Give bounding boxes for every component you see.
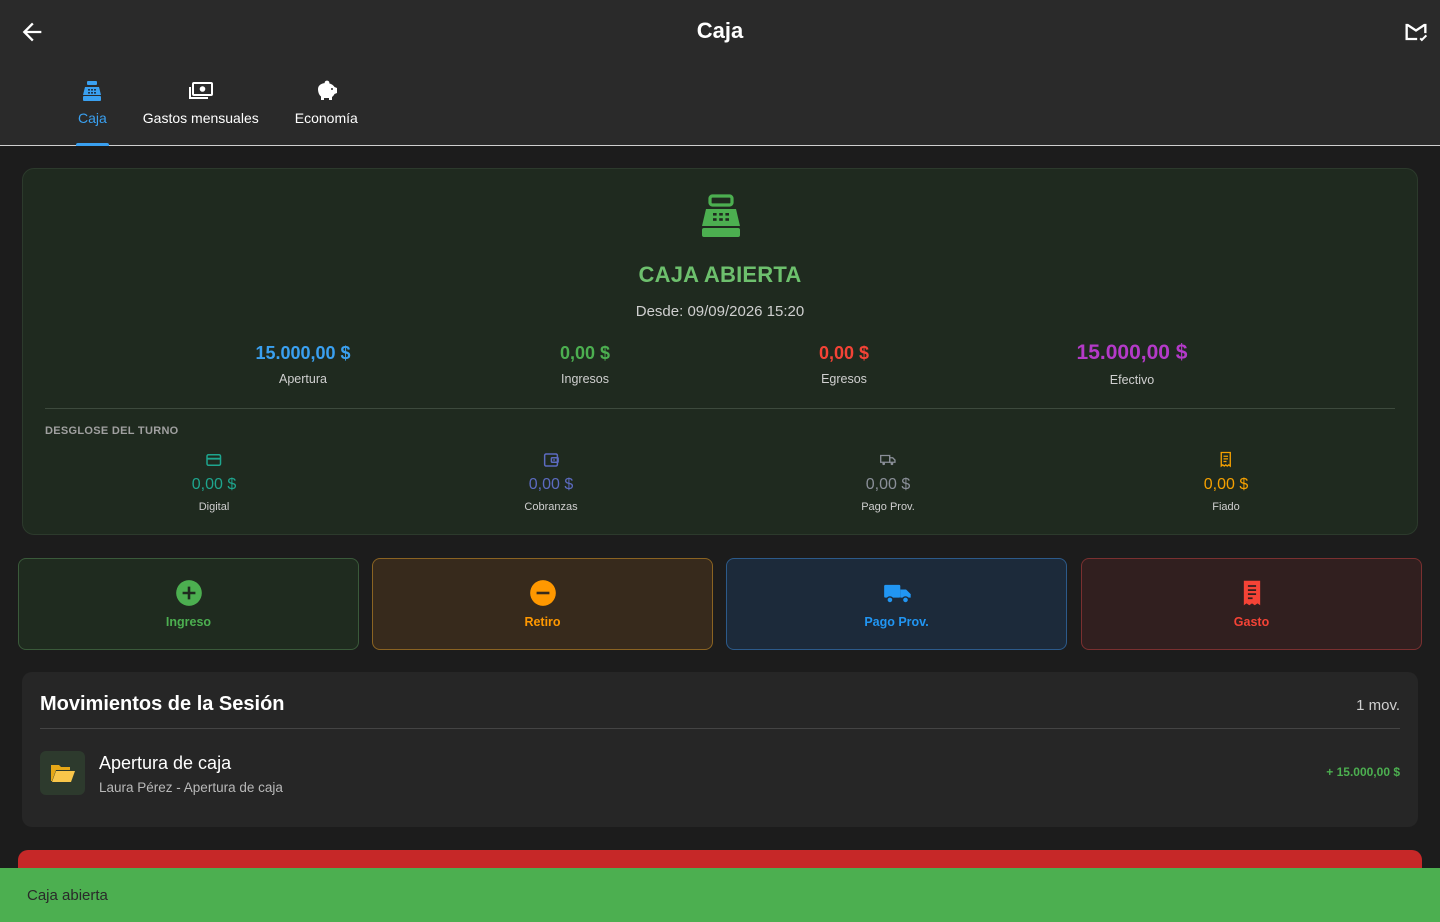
summary-efectivo: 15.000,00 $ Efectivo xyxy=(1077,341,1188,387)
breakdown-label: Fiado xyxy=(1212,501,1240,513)
app-bar: Caja Caja Gastos mensuales Economía xyxy=(0,0,1440,146)
retiro-button[interactable]: Retiro xyxy=(372,558,713,650)
cash-register-icon xyxy=(79,78,105,104)
page-title: Caja xyxy=(696,18,744,43)
plus-circle-icon xyxy=(175,579,203,607)
breakdown-value: 0,00 $ xyxy=(1203,476,1249,493)
summary-label: Egresos xyxy=(821,372,867,386)
summary-apertura: 15.000,00 $ Apertura xyxy=(255,343,350,386)
movement-amount: + 15.000,00 $ xyxy=(1326,765,1400,779)
breakdown-label: Cobranzas xyxy=(524,501,578,513)
summary-value: 15.000,00 $ xyxy=(255,343,351,363)
summary-label: Efectivo xyxy=(1109,373,1155,387)
breakdown-title: DESGLOSE DEL TURNO xyxy=(45,425,179,437)
receipt-icon xyxy=(1238,579,1266,607)
list-item[interactable]: Apertura de caja Laura Pérez - Apertura … xyxy=(40,750,1400,796)
action-label: Pago Prov. xyxy=(864,615,929,629)
back-arrow-icon[interactable] xyxy=(18,18,46,46)
snackbar-text: Caja abierta xyxy=(27,887,108,904)
movement-subtitle: Laura Pérez - Apertura de caja xyxy=(99,780,283,795)
summary-value: 15.000,00 $ xyxy=(1076,341,1188,364)
tab-gastos-mensuales[interactable]: Gastos mensuales xyxy=(125,78,277,146)
breakdown-value: 0,00 $ xyxy=(528,476,574,493)
breakdown-label: Digital xyxy=(198,501,230,513)
breakdown-fiado: 0,00 $ Fiado xyxy=(1204,451,1248,513)
tab-label: Gastos mensuales xyxy=(142,110,259,126)
tab-bar: Caja Gastos mensuales Economía xyxy=(60,78,376,146)
summary-row: 15.000,00 $ Apertura 0,00 $ Ingresos 0,0… xyxy=(23,341,1417,403)
summary-label: Apertura xyxy=(279,372,327,386)
movements-title: Movimientos de la Sesión xyxy=(40,693,285,715)
breakdown-value: 0,00 $ xyxy=(865,476,911,493)
breakdown-cobranzas: 0,00 $ Cobranzas xyxy=(524,451,578,513)
summary-ingresos: 0,00 $ Ingresos xyxy=(560,343,610,386)
breakdown-value: 0,00 $ xyxy=(191,476,237,493)
breakdown-pago-prov: 0,00 $ Pago Prov. xyxy=(861,451,915,513)
summary-value: 0,00 $ xyxy=(559,343,611,363)
gasto-button[interactable]: Gasto xyxy=(1081,558,1422,650)
tab-label: Economía xyxy=(294,110,358,126)
register-status-card: CAJA ABIERTA Desde: 09/09/2026 15:20 15.… xyxy=(22,168,1418,535)
truck-icon xyxy=(883,579,911,607)
breakdown-digital: 0,00 $ Digital xyxy=(192,451,236,513)
mail-check-icon[interactable] xyxy=(1402,18,1430,46)
folder-open-icon xyxy=(40,751,85,795)
minus-circle-icon xyxy=(529,579,557,607)
divider xyxy=(45,408,1395,409)
money-bill-icon xyxy=(188,78,214,104)
summary-label: Ingresos xyxy=(561,372,609,386)
movements-count: 1 mov. xyxy=(1356,697,1400,714)
session-movements-card: Movimientos de la Sesión 1 mov. Apertura… xyxy=(22,672,1418,827)
tab-caja[interactable]: Caja xyxy=(60,78,125,146)
snackbar: Caja abierta xyxy=(0,868,1440,922)
tab-label: Caja xyxy=(78,110,107,126)
truck-icon xyxy=(879,451,897,469)
pago-prov-button[interactable]: Pago Prov. xyxy=(726,558,1067,650)
action-label: Gasto xyxy=(1233,615,1270,629)
action-label: Ingreso xyxy=(165,615,212,629)
breakdown-label: Pago Prov. xyxy=(861,501,915,513)
movement-title: Apertura de caja xyxy=(99,753,232,773)
summary-value: 0,00 $ xyxy=(818,343,870,363)
tab-economia[interactable]: Economía xyxy=(277,78,376,146)
credit-card-icon xyxy=(205,451,223,469)
register-state-title: CAJA ABIERTA xyxy=(638,262,802,287)
wallet-icon xyxy=(542,451,560,469)
summary-egresos: 0,00 $ Egresos xyxy=(819,343,869,386)
receipt-icon xyxy=(1217,451,1235,469)
cash-register-icon xyxy=(697,193,745,241)
ingreso-button[interactable]: Ingreso xyxy=(18,558,359,650)
divider xyxy=(40,728,1400,729)
tab-indicator xyxy=(76,143,109,146)
action-label: Retiro xyxy=(524,615,561,629)
piggy-bank-icon xyxy=(313,78,339,104)
opened-since: Desde: 09/09/2026 15:20 xyxy=(635,303,805,320)
